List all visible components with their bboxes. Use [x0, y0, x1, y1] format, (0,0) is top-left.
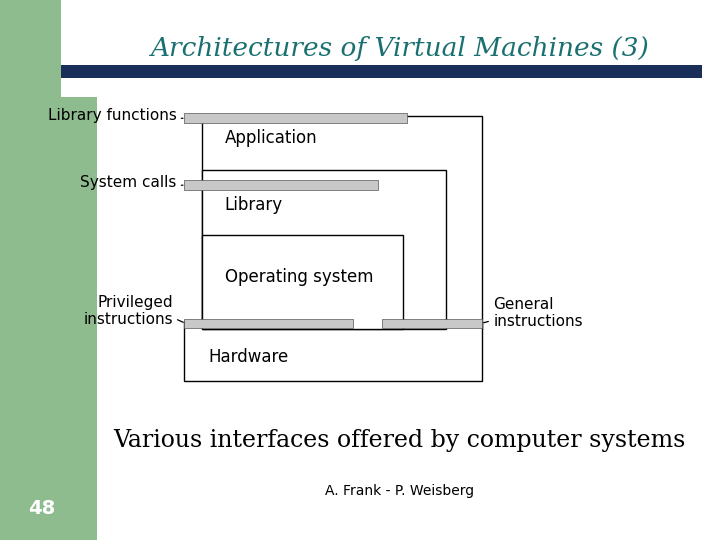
- Text: Privileged
instructions: Privileged instructions: [84, 295, 173, 327]
- Bar: [202, 170, 446, 329]
- Text: A. Frank - P. Weisberg: A. Frank - P. Weisberg: [325, 484, 474, 498]
- Text: Architectures of Virtual Machines (3): Architectures of Virtual Machines (3): [150, 36, 649, 61]
- Text: General
instructions: General instructions: [493, 297, 582, 329]
- Bar: [0, 0, 97, 540]
- Bar: [184, 321, 482, 381]
- Text: Library functions: Library functions: [48, 108, 176, 123]
- Bar: [61, 65, 702, 78]
- Bar: [61, 0, 104, 97]
- Bar: [202, 116, 482, 329]
- Text: 48: 48: [28, 499, 55, 518]
- Text: Library: Library: [225, 196, 283, 214]
- Bar: [184, 113, 407, 123]
- Text: Operating system: Operating system: [225, 268, 373, 286]
- Bar: [184, 180, 378, 190]
- Bar: [184, 319, 353, 328]
- Bar: [202, 235, 403, 329]
- Text: System calls: System calls: [80, 175, 176, 190]
- Text: Application: Application: [225, 129, 318, 147]
- Bar: [382, 319, 482, 328]
- Text: Hardware: Hardware: [209, 348, 289, 367]
- Text: Various interfaces offered by computer systems: Various interfaces offered by computer s…: [114, 429, 685, 451]
